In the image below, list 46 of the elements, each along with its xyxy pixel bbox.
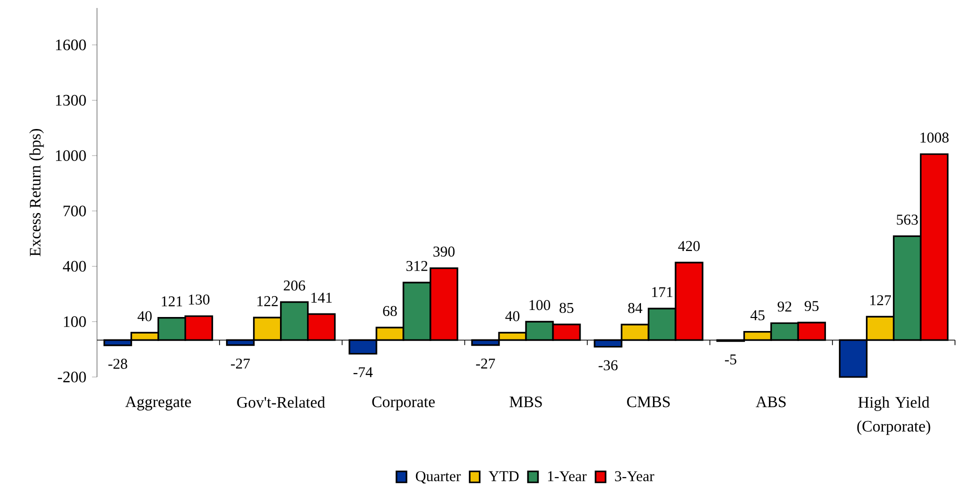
data-label: 122 <box>257 296 278 306</box>
legend-label: 3-Year <box>615 471 654 482</box>
legend-label: Quarter <box>416 471 461 484</box>
x-tick-label: ABS <box>756 396 786 408</box>
data-label: 130 <box>188 294 210 305</box>
y-tick-label: -200 <box>58 372 86 382</box>
data-label: -27 <box>476 358 496 368</box>
data-label: -5 <box>724 354 736 364</box>
data-label: 563 <box>896 214 918 225</box>
data-label: 100 <box>530 300 550 310</box>
x-tick-label: High Yield (Corporate) <box>857 396 930 435</box>
x-tick-label: Corporate <box>372 396 435 410</box>
data-label: 40 <box>138 311 152 322</box>
data-label: 85 <box>560 302 574 313</box>
y-tick-label: 1000 <box>56 150 86 161</box>
data-label: -28 <box>108 358 128 369</box>
y-tick-label: 400 <box>62 260 86 272</box>
data-label: 171 <box>652 287 672 298</box>
legend-label: 1-Year <box>548 471 587 482</box>
data-label: 127 <box>870 295 891 306</box>
data-label: -36 <box>598 360 618 370</box>
y-tick-label: 1600 <box>56 40 86 50</box>
y-tick-label: 1300 <box>56 94 86 106</box>
y-tick-label: 700 <box>64 206 86 216</box>
data-label: 121 <box>162 296 182 306</box>
data-label: 390 <box>433 246 455 257</box>
x-tick-label: MBS <box>510 396 542 408</box>
x-tick-label: CMBS <box>627 396 670 408</box>
data-label: -74 <box>354 367 373 378</box>
data-label: 1008 <box>920 132 949 143</box>
data-label: 95 <box>804 301 819 312</box>
y-tick-label: 100 <box>64 316 86 328</box>
data-label: 312 <box>406 260 428 272</box>
data-label: 141 <box>311 292 332 303</box>
data-label: 420 <box>678 241 700 252</box>
x-tick-label: Gov't-Related <box>237 396 326 408</box>
data-label: 84 <box>628 303 642 314</box>
data-label: 45 <box>750 310 765 320</box>
data-label: 40 <box>505 311 520 322</box>
y-axis-title: Excess Return (bps) <box>29 129 44 256</box>
data-label: 68 <box>383 306 397 316</box>
data-label: 92 <box>778 302 792 312</box>
data-label: 206 <box>284 280 306 291</box>
data-label: -27 <box>230 358 250 368</box>
legend-label: YTD <box>488 471 519 482</box>
x-tick-label: Aggregate <box>125 396 191 410</box>
